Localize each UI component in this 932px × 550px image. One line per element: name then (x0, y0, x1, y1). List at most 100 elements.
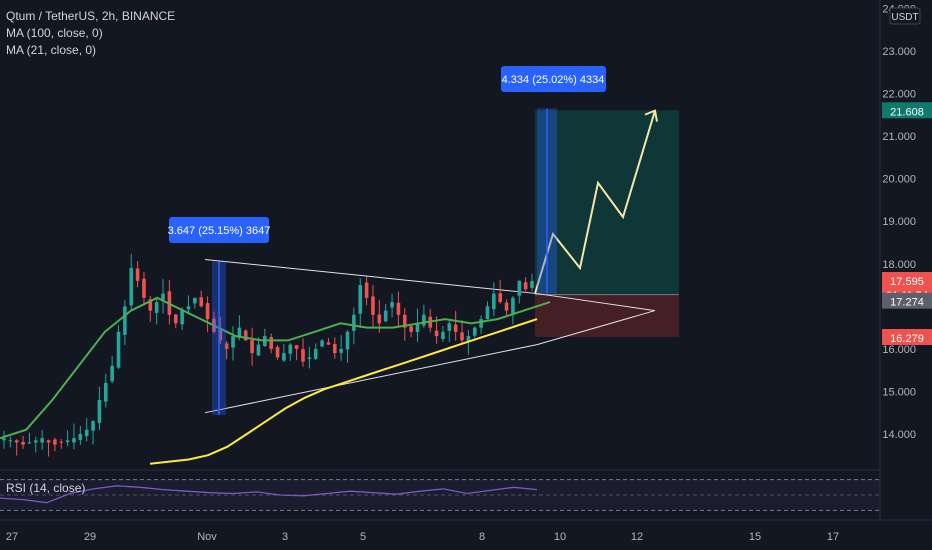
measure-label-2: 4.334 (25.02%) 4334 (502, 74, 605, 86)
candle (91, 420, 95, 445)
price-tick-label: 14.000 (882, 429, 916, 441)
stop-price-label-bg (882, 329, 932, 346)
candle-body (180, 310, 184, 325)
candle (517, 280, 522, 304)
candle (8, 436, 13, 448)
candle-body (154, 302, 159, 313)
candle (460, 320, 464, 344)
candle-body (27, 442, 32, 444)
rsi-legend[interactable]: RSI (14, close) (6, 481, 86, 495)
candle (320, 339, 324, 348)
target-price-label-bg (882, 102, 932, 119)
candle-body (250, 340, 254, 354)
candle-body (479, 319, 483, 328)
candle-body (256, 344, 261, 356)
candle-body (40, 438, 44, 443)
currency-badge (889, 7, 921, 25)
measure-tools[interactable]: 3.647 (25.15%) 3647 4.334 (25.02%) 4334 (168, 66, 606, 415)
candle (205, 296, 210, 333)
time-tick-label: 27 (6, 531, 18, 543)
candle-body (326, 342, 331, 345)
candle-body (59, 441, 64, 443)
candle-body (383, 310, 388, 322)
measure-label-1-bg (169, 217, 269, 243)
candle (472, 326, 477, 339)
candle-body (78, 433, 83, 440)
ma100-legend[interactable]: MA (100, close, 0) (6, 26, 103, 40)
candle-body (307, 357, 312, 359)
candle (364, 276, 369, 306)
candle (294, 345, 299, 361)
candle-body (46, 440, 51, 443)
candle-body (110, 365, 114, 382)
symbol-title[interactable]: Qtum / TetherUS, 2h, BINANCE (6, 9, 176, 23)
price-tick-label: 15.000 (882, 386, 916, 398)
candle-body (275, 347, 280, 358)
candle (332, 337, 337, 359)
candle-body (377, 314, 382, 324)
candle (383, 304, 388, 323)
target-price-label-text: 21.608 (890, 106, 924, 118)
candle-body (288, 344, 293, 354)
candle-body (485, 306, 490, 320)
candle-body (352, 314, 356, 331)
candle (110, 356, 114, 384)
candle-body (434, 330, 439, 337)
price-tick-label: 22.000 (882, 89, 916, 101)
candle (415, 308, 420, 342)
candle-body (161, 293, 165, 300)
candle (34, 436, 38, 453)
time-tick-label: 3 (282, 531, 288, 543)
candle (453, 311, 458, 341)
candle (161, 279, 165, 314)
entry-price-label-bg (882, 292, 932, 309)
candle-body (422, 314, 426, 326)
stop-price-label: 16.279 (882, 329, 932, 346)
candle-body (84, 429, 89, 437)
candle-body (269, 337, 273, 349)
long-position-zones[interactable] (535, 110, 679, 338)
candle-body (345, 331, 350, 350)
ma100-line (149, 318, 538, 465)
candle-body (402, 314, 407, 328)
candle (84, 418, 89, 442)
candle (65, 430, 70, 447)
candle (396, 291, 401, 327)
price-tick-label: 16.000 (882, 344, 916, 356)
triangle-extension (536, 293, 656, 346)
candle (180, 307, 184, 331)
candle (358, 278, 363, 329)
candle (14, 439, 19, 456)
chart-legend: Qtum / TetherUS, 2h, BINANCE MA (100, cl… (6, 8, 175, 59)
triangle-pattern[interactable] (204, 259, 656, 414)
candle (186, 295, 191, 314)
price-tick-label: 19.000 (882, 216, 916, 228)
candle (129, 253, 134, 311)
candle (447, 319, 452, 342)
time-tick-label: 17 (827, 531, 839, 543)
candle (345, 330, 350, 363)
projection-path[interactable] (534, 109, 658, 294)
ma21-legend[interactable]: MA (21, close, 0) (6, 43, 97, 57)
candle (97, 386, 102, 430)
candles (2, 253, 534, 457)
candle-body (409, 326, 413, 332)
candle-body (313, 348, 318, 359)
candle-body (186, 306, 191, 310)
candle (40, 429, 44, 450)
time-tick-label: 10 (554, 531, 566, 543)
time-tick-label: 5 (360, 531, 366, 543)
price-tick-label: 18.000 (882, 259, 916, 271)
projection-arrowhead (644, 109, 658, 122)
candle-body (97, 399, 102, 423)
candle (441, 326, 445, 342)
candle (485, 301, 490, 320)
candle-body (530, 281, 534, 288)
triangle-upper-line (204, 259, 538, 295)
candle-body (91, 421, 95, 431)
candle-body (243, 330, 248, 341)
candle (390, 293, 394, 318)
candle (116, 325, 121, 369)
candle (326, 337, 331, 346)
